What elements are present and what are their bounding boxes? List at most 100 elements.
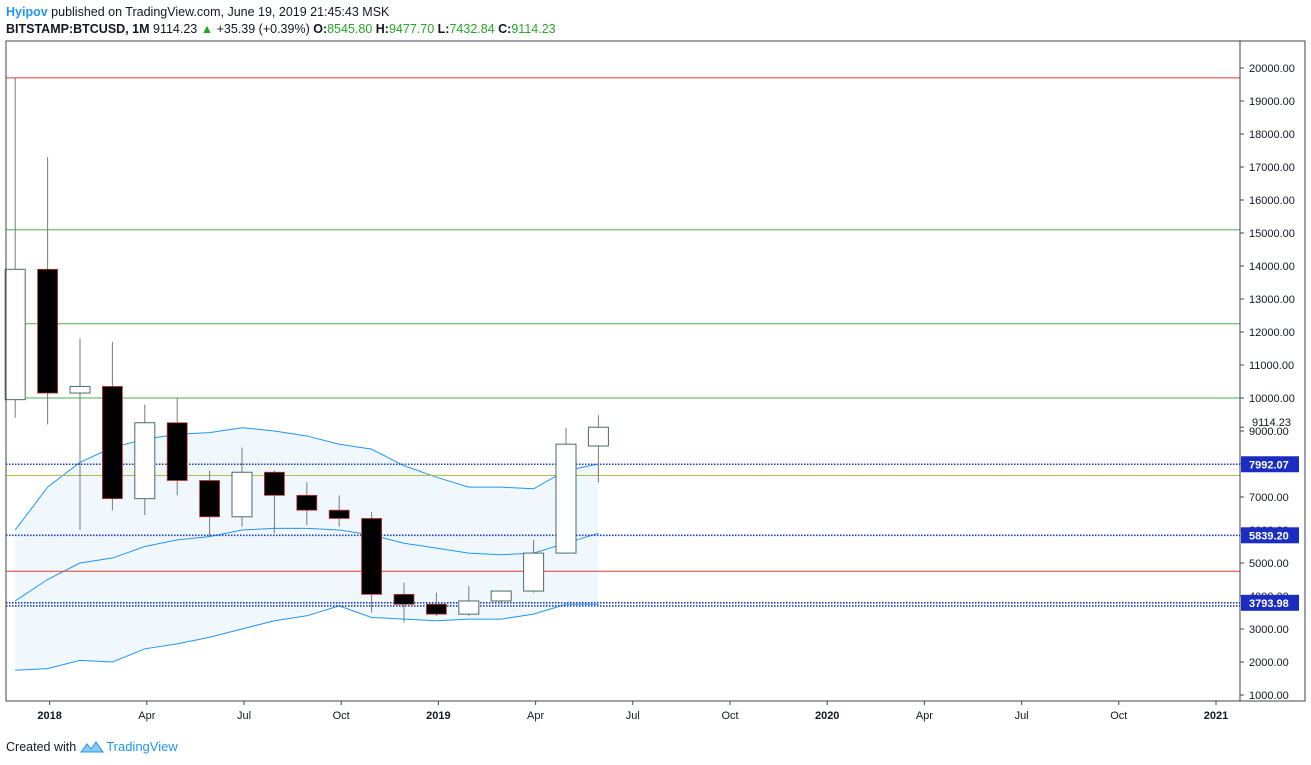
candle-2019-02 xyxy=(458,586,480,616)
price-change: +35.39 (+0.39%) xyxy=(216,22,310,36)
candle-body xyxy=(328,509,350,519)
x-tick-label: Apr xyxy=(527,710,544,722)
up-arrow-icon: ▲ xyxy=(200,22,214,36)
low-value: 7432.84 xyxy=(449,22,495,36)
publish-line: Hyipov published on TradingView.com, Jun… xyxy=(6,4,556,21)
time-axis[interactable]: 2018 Apr Jul Oct 2019 Apr Jul Oct 2020 Apr Jul Oct 2… xyxy=(37,701,1228,722)
chart-header: Hyipov published on TradingView.com, Jun… xyxy=(6,4,556,38)
open-label: O: xyxy=(313,22,328,36)
candle-2018-12 xyxy=(393,582,415,623)
candle-2018-09 xyxy=(296,482,318,526)
x-tick-label: Oct xyxy=(333,710,350,722)
last-price-label: 9114.23 xyxy=(1252,417,1291,429)
author-name[interactable]: Hyipov xyxy=(6,5,48,19)
tradingview-brand[interactable]: TradingView xyxy=(106,739,178,754)
band-lower-line xyxy=(15,603,599,671)
candle-body xyxy=(134,422,156,500)
plot-border xyxy=(5,40,1306,702)
candle-2019-01 xyxy=(425,592,447,616)
y-tick-label: 1000.00 xyxy=(1249,690,1289,702)
y-tick-label: 12000.00 xyxy=(1249,327,1295,339)
low-label: L: xyxy=(437,22,450,36)
candle-body xyxy=(263,471,285,496)
candle-body xyxy=(523,552,545,592)
close-label: C: xyxy=(498,22,512,36)
x-tick-label: Apr xyxy=(916,710,933,722)
candle-2018-08 xyxy=(263,470,285,534)
price-label-box xyxy=(1241,594,1299,611)
price-label-box xyxy=(1241,456,1299,473)
created-with-text: Created with xyxy=(6,739,77,754)
y-tick-label: 17000.00 xyxy=(1249,162,1295,174)
band-fill xyxy=(15,427,599,671)
y-tick-label: 19000.00 xyxy=(1249,96,1295,108)
y-tick-label: 20000.00 xyxy=(1249,63,1295,75)
candle-body xyxy=(393,593,415,605)
y-tick-label: 13000.00 xyxy=(1249,294,1295,306)
candle-body xyxy=(458,600,480,615)
price-axis[interactable]: 1000.002000.003000.004000.005000.006000.… xyxy=(1240,63,1299,702)
x-tick-label: 2021 xyxy=(1204,710,1228,722)
candle-body xyxy=(102,386,123,500)
candle-body xyxy=(231,471,253,518)
candle-2018-03 xyxy=(102,341,123,511)
candle-2018-10 xyxy=(328,495,350,527)
price-label-box xyxy=(1241,527,1299,544)
candle-body xyxy=(166,422,188,481)
candle-2019-04 xyxy=(523,539,545,593)
y-tick-label: 16000.00 xyxy=(1249,195,1295,207)
x-tick-label: 2020 xyxy=(815,710,839,722)
symbol-label: BITSTAMP:BTCUSD, 1M xyxy=(6,22,150,36)
y-tick-label: 15000.00 xyxy=(1249,228,1295,240)
published-text: published on TradingView.com, June 19, 2… xyxy=(51,5,390,19)
candle-body xyxy=(555,443,577,554)
bollinger-bands xyxy=(14,427,599,671)
price-label-text: 7992.07 xyxy=(1249,459,1289,471)
x-tick-label: Jul xyxy=(1015,710,1029,722)
y-tick-label: 10000.00 xyxy=(1249,393,1295,405)
x-tick-label: Jul xyxy=(626,710,640,722)
candle-body xyxy=(425,603,447,615)
candle-2019-03 xyxy=(490,590,512,605)
x-tick-label: Oct xyxy=(721,710,738,722)
candle-body xyxy=(69,385,91,394)
y-tick-label: 14000.00 xyxy=(1249,261,1295,273)
candle-2019-06 xyxy=(587,415,609,483)
candle-body xyxy=(587,426,609,447)
candle-2018-07 xyxy=(231,447,253,527)
x-tick-label: Apr xyxy=(138,710,155,722)
y-tick-label: 7000.00 xyxy=(1249,492,1289,504)
candle-body xyxy=(296,494,318,511)
band-middle-line xyxy=(14,527,599,602)
open-value: 8545.80 xyxy=(327,22,373,36)
candle-2018-11 xyxy=(361,511,383,613)
candle-body xyxy=(199,480,221,518)
candle-2017-12 xyxy=(4,77,26,418)
candle-2018-01 xyxy=(37,157,58,425)
price-label-text: 3793.98 xyxy=(1249,598,1289,610)
x-tick-label: 2019 xyxy=(426,710,450,722)
candle-2019-05 xyxy=(555,427,577,554)
y-tick-label: 9000.00 xyxy=(1249,426,1289,438)
candle-body xyxy=(37,268,58,394)
candle-2018-05 xyxy=(166,398,188,496)
close-value: 9114.23 xyxy=(511,22,556,36)
tradingview-logo-icon xyxy=(80,740,105,752)
candles xyxy=(4,77,609,623)
footer: Created with TradingView xyxy=(6,739,178,754)
y-tick-label: 2000.00 xyxy=(1249,657,1289,669)
price-label-text: 5839.20 xyxy=(1249,530,1289,542)
last-price: 9114.23 xyxy=(153,22,198,36)
candle-body xyxy=(490,590,512,602)
y-tick-label: 11000.00 xyxy=(1249,360,1294,372)
x-tick-label: Jul xyxy=(237,710,251,722)
candle-body xyxy=(361,518,383,595)
y-tick-label: 5000.00 xyxy=(1249,558,1289,570)
x-tick-label: 2018 xyxy=(37,710,61,722)
candle-body xyxy=(4,268,26,401)
high-value: 9477.70 xyxy=(388,22,435,36)
candle-2018-02 xyxy=(69,338,91,530)
y-tick-label: 3000.00 xyxy=(1249,624,1289,636)
ohlc-line: BITSTAMP:BTCUSD, 1M 9114.23 ▲ +35.39 (+0… xyxy=(6,21,556,38)
